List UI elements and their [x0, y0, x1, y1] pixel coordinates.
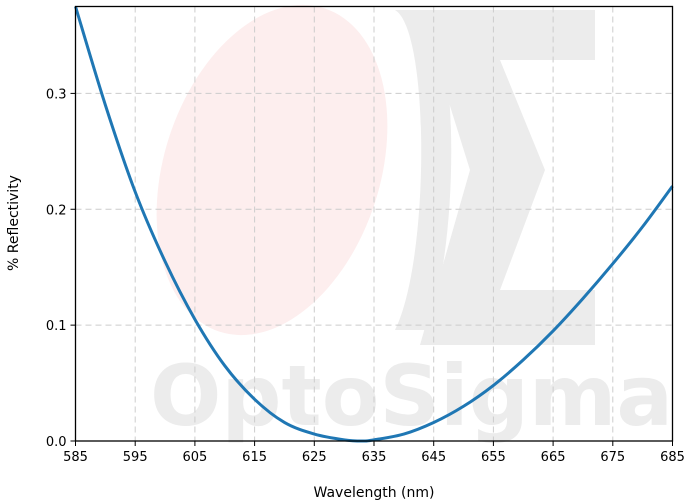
x-tick-label: 645 [421, 450, 446, 465]
x-tick-label: 605 [182, 450, 207, 465]
x-tick-label: 615 [242, 450, 267, 465]
y-tick-label: 0.0 [46, 435, 67, 450]
x-tick-label: 655 [481, 450, 506, 465]
y-axis-title: % Reflectivity [6, 175, 22, 271]
x-tick-label: 675 [600, 450, 625, 465]
x-axis: 585 595 605 615 625 635 645 655 665 675 685 [63, 441, 685, 465]
watermark-logo: OptoSigma [150, 4, 673, 445]
watermark-text: OptoSigma [150, 347, 673, 445]
y-tick-label: 0.1 [46, 319, 67, 334]
x-tick-label: 625 [302, 450, 327, 465]
x-tick-label: 595 [123, 450, 148, 465]
y-tick-label: 0.2 [46, 203, 67, 218]
y-axis: 0.0 0.1 0.2 0.3 [46, 87, 76, 450]
y-tick-label: 0.3 [46, 87, 67, 102]
x-tick-label: 685 [660, 450, 685, 465]
x-tick-label: 585 [63, 450, 88, 465]
grid [75, 6, 673, 441]
x-tick-label: 665 [541, 450, 566, 465]
x-tick-label: 635 [362, 450, 387, 465]
x-axis-title: Wavelength (nm) [314, 485, 435, 501]
